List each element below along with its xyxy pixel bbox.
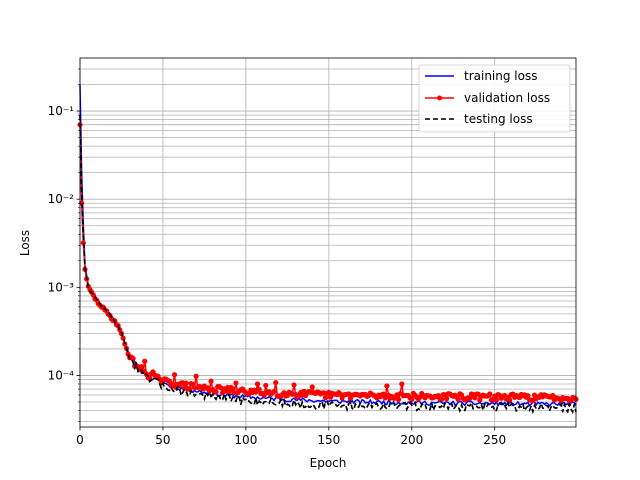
validation-point — [409, 396, 415, 403]
axes-frame — [79, 57, 577, 428]
legend-label-validation: validation loss — [464, 91, 550, 105]
legend-box — [418, 64, 571, 133]
y-axis-label: Loss — [18, 230, 32, 256]
validation-point — [487, 391, 493, 397]
series-layer — [77, 84, 579, 415]
validation-point — [444, 396, 450, 402]
x-tick-label: 50 — [155, 433, 170, 447]
y-tick-label: 10⁻⁴ — [48, 368, 75, 382]
legend-label-testing: testing loss — [464, 112, 533, 126]
validation-point — [507, 397, 513, 403]
validation-point — [467, 395, 473, 401]
validation-point — [233, 380, 239, 386]
validation-point — [183, 380, 189, 386]
validation-point — [399, 381, 405, 387]
validation-point — [130, 355, 136, 362]
x-tick-label: 200 — [400, 433, 423, 447]
series-line-testing-loss-overlay — [79, 115, 577, 415]
validation-point — [226, 389, 232, 395]
validation-point — [142, 358, 148, 364]
validation-point — [439, 396, 445, 402]
validation-point — [193, 373, 199, 379]
validation-point — [395, 396, 402, 402]
validation-point — [208, 378, 214, 384]
legend: training loss validation loss testing lo… — [418, 64, 571, 133]
validation-point — [493, 397, 499, 403]
validation-point — [170, 381, 176, 387]
validation-point — [525, 393, 531, 399]
grid — [79, 58, 576, 427]
validation-point — [309, 384, 315, 390]
validation-point — [263, 382, 269, 389]
y-tick-label: 10⁻³ — [48, 280, 75, 294]
validation-point — [213, 389, 219, 395]
validation-point — [254, 381, 261, 387]
validation-point — [166, 378, 173, 384]
y-tick-label: 10⁻² — [48, 192, 75, 206]
validation-point — [455, 396, 461, 402]
validation-point — [273, 379, 279, 386]
validation-point — [327, 394, 334, 400]
validation-point — [80, 240, 86, 246]
validation-point — [291, 382, 297, 388]
ticks: 10⁻⁴ 10⁻³ 10⁻² 10⁻¹ 0 50 100 150 200 250 — [48, 68, 506, 447]
validation-point — [138, 364, 144, 370]
validation-point — [171, 372, 178, 378]
validation-point — [271, 388, 277, 395]
x-tick-label: 250 — [483, 433, 506, 447]
x-tick-label: 100 — [234, 433, 257, 447]
x-axis-label: Epoch — [310, 456, 347, 470]
x-tick-label: 0 — [76, 433, 84, 447]
legend-label-training: training loss — [464, 69, 537, 83]
validation-point — [322, 395, 329, 401]
legend-marker-validation — [437, 95, 442, 101]
x-tick-label: 150 — [317, 433, 340, 447]
validation-point — [384, 383, 390, 389]
y-tick-label: 10⁻¹ — [48, 104, 75, 118]
validation-point — [256, 386, 262, 392]
